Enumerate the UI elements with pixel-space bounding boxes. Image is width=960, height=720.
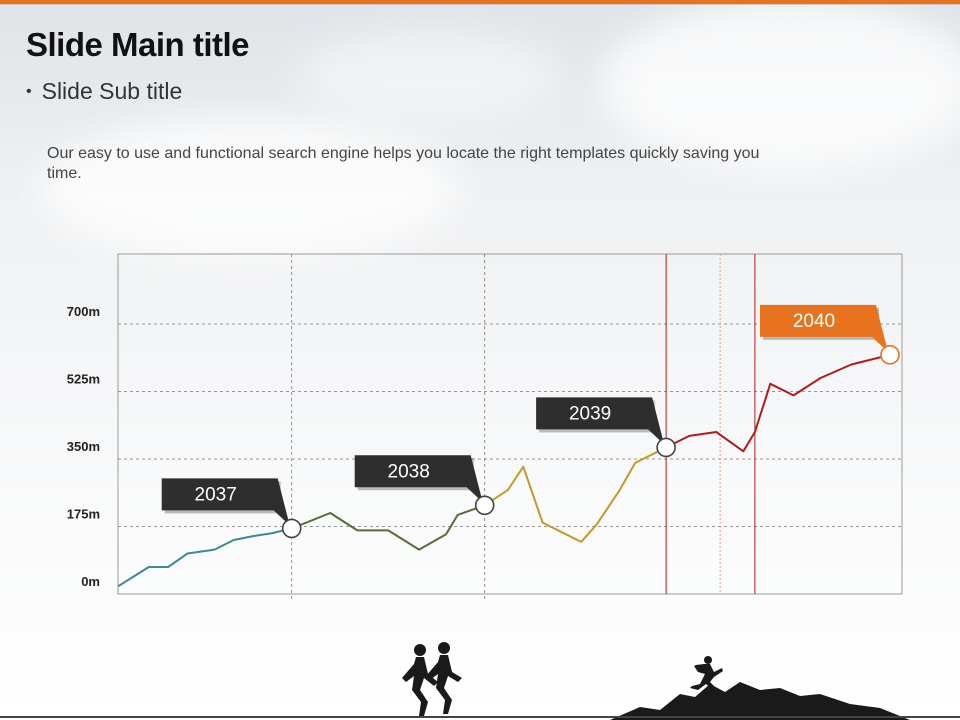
footer-line [0,716,960,718]
callout-label: 2039 [569,403,611,424]
cloud-decoration [40,120,460,260]
y-tick-label: 175m [67,507,100,522]
mountain-silhouette [610,656,910,720]
slide-subtitle: • Slide Sub title [26,78,182,105]
callout-label: 2040 [793,311,835,332]
callout-box [354,455,483,503]
data-marker [474,495,495,516]
runners-silhouette [402,642,462,716]
cloud-decoration [600,0,960,170]
data-marker [656,437,676,458]
top-accent-bar [0,0,960,4]
data-marker [880,345,900,365]
series-line [484,446,667,543]
callout-label: 2037 [195,484,237,505]
slide-body-text: Our easy to use and functional search en… [47,145,760,182]
slide-title: Slide Main title [26,26,250,63]
y-tick-label: 350m [67,439,100,454]
series-line [665,353,891,453]
plot-frame [117,253,903,595]
y-tick-label: 700m [67,304,100,319]
callout-box [760,304,888,352]
y-tick-label: 525m [67,372,100,387]
top-divider [0,4,960,5]
y-tick-label: 0m [81,574,100,589]
series-line [291,504,486,551]
bullet-icon: • [26,83,32,100]
callout-label: 2038 [388,461,430,482]
cloud-decoration [300,30,560,120]
callout-box [161,478,290,526]
slide-subtitle-text: Slide Sub title [41,78,183,104]
data-marker [281,518,302,539]
callout-box [536,397,665,445]
series-line [117,527,292,588]
